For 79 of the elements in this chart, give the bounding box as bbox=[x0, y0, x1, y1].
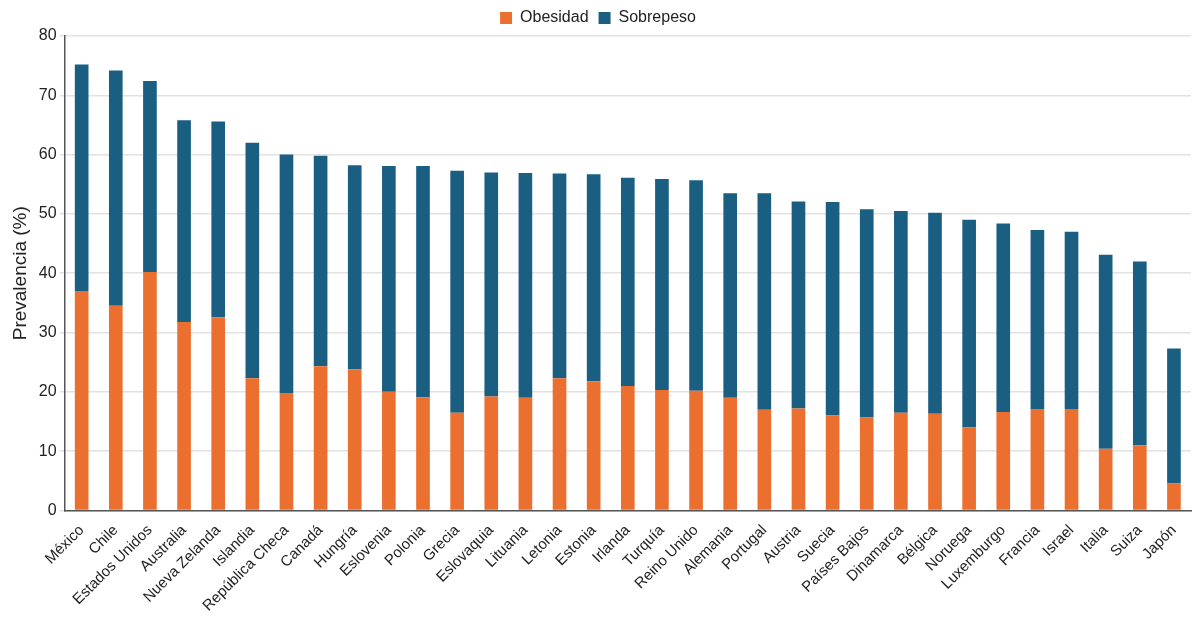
bar bbox=[1098, 254, 1113, 449]
bar bbox=[313, 155, 328, 367]
bar bbox=[382, 391, 396, 510]
bar bbox=[211, 317, 226, 510]
bar bbox=[655, 178, 669, 391]
y-tick-label: 50 bbox=[38, 204, 57, 222]
legend-label: Sobrepeso bbox=[618, 8, 697, 26]
bar bbox=[894, 412, 908, 510]
y-tick-label: 80 bbox=[38, 26, 57, 44]
y-tick-label: 0 bbox=[47, 500, 57, 518]
y-axis-title: Prevalencia (%) bbox=[8, 206, 30, 341]
bar bbox=[518, 173, 533, 398]
y-tick-label: 10 bbox=[38, 441, 57, 459]
bar bbox=[313, 366, 328, 510]
bar bbox=[245, 142, 260, 379]
bar bbox=[791, 408, 806, 510]
y-tick-label: 30 bbox=[38, 322, 57, 340]
bar bbox=[382, 165, 396, 392]
bar bbox=[928, 413, 942, 510]
bar bbox=[108, 70, 123, 306]
bar bbox=[416, 165, 430, 398]
bar bbox=[962, 219, 976, 428]
bar bbox=[859, 417, 874, 510]
bar bbox=[552, 378, 567, 510]
bar bbox=[1098, 448, 1113, 510]
bar bbox=[586, 381, 601, 510]
bar bbox=[1064, 409, 1079, 510]
bar bbox=[347, 165, 362, 370]
bar bbox=[996, 223, 1011, 413]
bar bbox=[450, 412, 464, 510]
bar bbox=[518, 397, 533, 510]
bar bbox=[74, 291, 89, 510]
y-tick-label: 60 bbox=[38, 145, 57, 163]
bar bbox=[586, 174, 601, 382]
y-tick-label: 20 bbox=[38, 382, 57, 400]
legend-label: Obesidad bbox=[520, 8, 589, 26]
bar bbox=[552, 173, 567, 379]
bar bbox=[962, 427, 976, 510]
bar bbox=[279, 393, 294, 510]
bar bbox=[74, 64, 89, 292]
bar bbox=[1167, 483, 1181, 510]
bar bbox=[484, 172, 499, 397]
bar bbox=[450, 170, 464, 413]
bar bbox=[859, 209, 874, 418]
bar bbox=[347, 369, 362, 510]
bar bbox=[894, 210, 908, 413]
bar bbox=[757, 193, 772, 410]
bar bbox=[177, 321, 191, 510]
x-tick-label: Italia bbox=[1076, 520, 1112, 556]
bar bbox=[620, 385, 635, 510]
bar bbox=[416, 397, 430, 510]
bar bbox=[143, 81, 157, 273]
y-tick-label: 70 bbox=[38, 85, 57, 103]
bar bbox=[177, 120, 191, 322]
bar bbox=[655, 390, 669, 510]
bar bbox=[928, 212, 942, 414]
bar bbox=[108, 305, 123, 510]
bar bbox=[484, 396, 499, 510]
bar bbox=[689, 180, 703, 391]
bar bbox=[996, 412, 1011, 510]
bar bbox=[825, 202, 840, 416]
bar bbox=[211, 121, 226, 318]
bar bbox=[791, 201, 806, 409]
bar bbox=[1064, 231, 1079, 410]
bar bbox=[689, 390, 703, 510]
bar bbox=[1030, 229, 1045, 410]
bar bbox=[143, 272, 157, 510]
bar bbox=[1132, 445, 1147, 510]
bar bbox=[1167, 348, 1181, 484]
bar bbox=[1132, 261, 1147, 446]
bar bbox=[245, 378, 260, 510]
bar bbox=[825, 415, 840, 510]
bar bbox=[757, 409, 772, 510]
bar bbox=[620, 177, 635, 386]
bar bbox=[279, 154, 294, 394]
bar bbox=[1030, 409, 1045, 510]
bar bbox=[723, 397, 738, 510]
y-tick-label: 40 bbox=[38, 263, 57, 281]
bar bbox=[723, 193, 738, 398]
